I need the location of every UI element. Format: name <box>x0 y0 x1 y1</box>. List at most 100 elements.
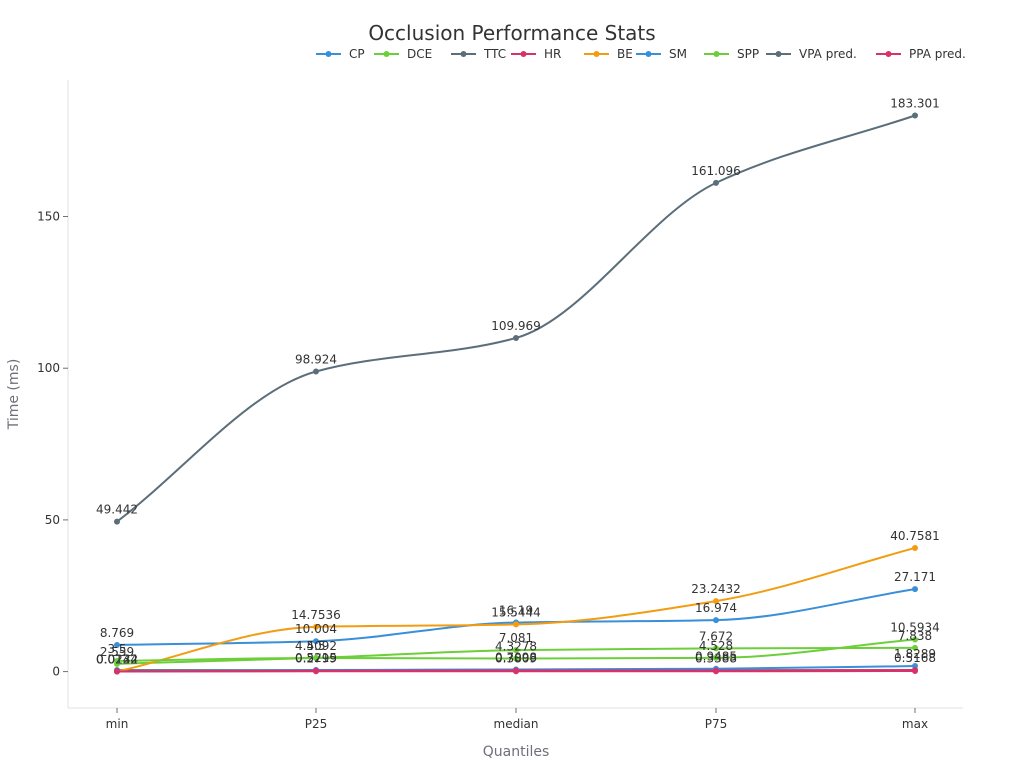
data-label-dce: 7.838 <box>898 629 932 643</box>
legend-label: SPP <box>737 47 759 61</box>
data-label-spp: 10.5934 <box>890 620 940 634</box>
legend-marker <box>645 51 652 57</box>
y-axis-label: Time (ms) <box>6 359 22 431</box>
legend-marker <box>593 51 600 57</box>
data-label-sm: 0.7098 <box>495 650 537 664</box>
data-label-cp: 16.19 <box>499 603 533 617</box>
data-label-be: 40.7581 <box>890 529 940 543</box>
y-tick-labels: 0 50 100 150 <box>37 210 68 679</box>
legend-label: DCE <box>407 47 432 61</box>
data-label-dce: 4.5092 <box>295 639 337 653</box>
data-label-be: 0.0122 <box>96 653 138 667</box>
data-label-be: 23.2432 <box>691 582 741 596</box>
data-label-spp: 4.5 <box>306 639 325 653</box>
data-label-dce: 2.559 <box>100 645 134 659</box>
legend-item-be[interactable]: BE <box>584 47 633 61</box>
data-point-dce[interactable] <box>713 645 719 652</box>
y-tick-label: 100 <box>37 361 60 375</box>
legend-label: PPA pred. <box>909 47 966 61</box>
data-point-cp[interactable] <box>114 641 120 648</box>
data-point-be[interactable] <box>313 623 319 630</box>
data-point-dce[interactable] <box>513 647 519 654</box>
data-label-be: 14.7536 <box>291 608 341 622</box>
data-point-be[interactable] <box>713 598 719 605</box>
legend-marker <box>325 51 332 57</box>
data-point-spp[interactable] <box>912 636 918 643</box>
data-label-sm: 0.9485 <box>695 650 737 664</box>
data-point-vpa-pred[interactable] <box>114 518 120 525</box>
data-label-cp: 8.769 <box>100 626 134 640</box>
legend-marker <box>775 51 782 57</box>
legend-item-cp[interactable]: CP <box>316 47 365 61</box>
legend-item-hr[interactable]: HR <box>511 47 561 61</box>
legend-item-dce[interactable]: DCE <box>374 47 432 61</box>
data-point-cp[interactable] <box>313 638 319 645</box>
y-tick-label: 50 <box>45 513 60 527</box>
data-label-ppa-pred: 0.5168 <box>894 651 936 665</box>
legend-label: SM <box>669 47 687 61</box>
legend-marker <box>520 51 527 57</box>
legend[interactable]: CP DCE TTC HR BE SM SPP VPA pred. PPA pred. <box>316 47 966 61</box>
data-label-ppa-pred: 0.3388 <box>695 652 737 666</box>
data-label-be: 15.5444 <box>491 605 541 619</box>
data-point-ppa-pred[interactable] <box>713 667 719 674</box>
legend-item-sm[interactable]: SM <box>636 47 687 61</box>
legend-label: HR <box>544 47 561 61</box>
data-label-cp: 10.004 <box>295 622 337 636</box>
legend-label: TTC <box>483 47 506 61</box>
data-point-spp[interactable] <box>114 657 120 664</box>
legend-item-ppa-pred[interactable]: PPA pred. <box>876 47 966 61</box>
data-label-vpa-pred: 49.442 <box>96 503 138 517</box>
legend-label: CP <box>349 47 365 61</box>
data-point-spp[interactable] <box>713 654 719 661</box>
data-point-spp[interactable] <box>313 654 319 661</box>
legend-item-ttc[interactable]: TTC <box>451 47 506 61</box>
x-tick-label: median <box>494 717 539 731</box>
x-tick-label: P75 <box>705 717 728 731</box>
data-point-vpa-pred[interactable] <box>513 334 519 341</box>
data-point-vpa-pred[interactable] <box>713 179 719 186</box>
legend-label: VPA pred. <box>799 47 857 61</box>
data-point-be[interactable] <box>912 544 918 551</box>
legend-item-spp[interactable]: SPP <box>704 47 759 61</box>
series-group <box>114 112 918 675</box>
data-point-spp[interactable] <box>513 655 519 662</box>
data-point-ppa-pred[interactable] <box>513 667 519 674</box>
legend-marker <box>885 51 892 57</box>
data-point-ppa-pred[interactable] <box>313 667 319 674</box>
data-label-dce: 7.081 <box>499 631 533 645</box>
data-label-sm: 1.8289 <box>894 647 936 661</box>
data-label-cp: 16.974 <box>695 601 737 615</box>
data-label-sm: 0.5215 <box>295 651 337 665</box>
data-label-sm: 0.0244 <box>96 653 138 667</box>
data-labels: 8.769 10.004 16.19 16.974 27.171 2.559 4.5092 7… <box>96 96 940 666</box>
x-tick-label: P25 <box>305 717 328 731</box>
data-point-dce[interactable] <box>912 644 918 651</box>
chart-title: Occlusion Performance Stats <box>368 21 655 45</box>
data-point-vpa-pred[interactable] <box>912 112 918 119</box>
data-point-cp[interactable] <box>713 617 719 624</box>
legend-marker <box>713 51 720 57</box>
data-label-spp: 4.528 <box>699 639 733 653</box>
y-tick-label: 150 <box>37 210 60 224</box>
legend-marker <box>383 51 390 57</box>
x-tick-label: min <box>106 717 129 731</box>
y-tick-label: 0 <box>52 665 60 679</box>
legend-item-vpa-pred[interactable]: VPA pred. <box>766 47 857 61</box>
data-label-ppa-pred: 0.2799 <box>295 652 337 666</box>
x-tick-labels: min P25 median P75 max <box>106 708 928 731</box>
data-label-spp: 3.5 <box>107 642 126 656</box>
data-point-cp[interactable] <box>912 586 918 593</box>
data-label-vpa-pred: 109.969 <box>491 319 541 333</box>
data-point-ppa-pred[interactable] <box>912 667 918 674</box>
data-label-vpa-pred: 161.096 <box>691 164 741 178</box>
data-point-vpa-pred[interactable] <box>313 368 319 375</box>
data-point-ppa-pred[interactable] <box>114 668 120 675</box>
data-label-ppa-pred: 0.0132 <box>96 653 138 667</box>
data-label-ppa-pred: 0.3809 <box>495 651 537 665</box>
data-point-be[interactable] <box>513 621 519 628</box>
x-axis-label: Quantiles <box>483 744 550 760</box>
data-label-vpa-pred: 98.924 <box>295 352 337 366</box>
data-label-vpa-pred: 183.301 <box>890 96 940 110</box>
